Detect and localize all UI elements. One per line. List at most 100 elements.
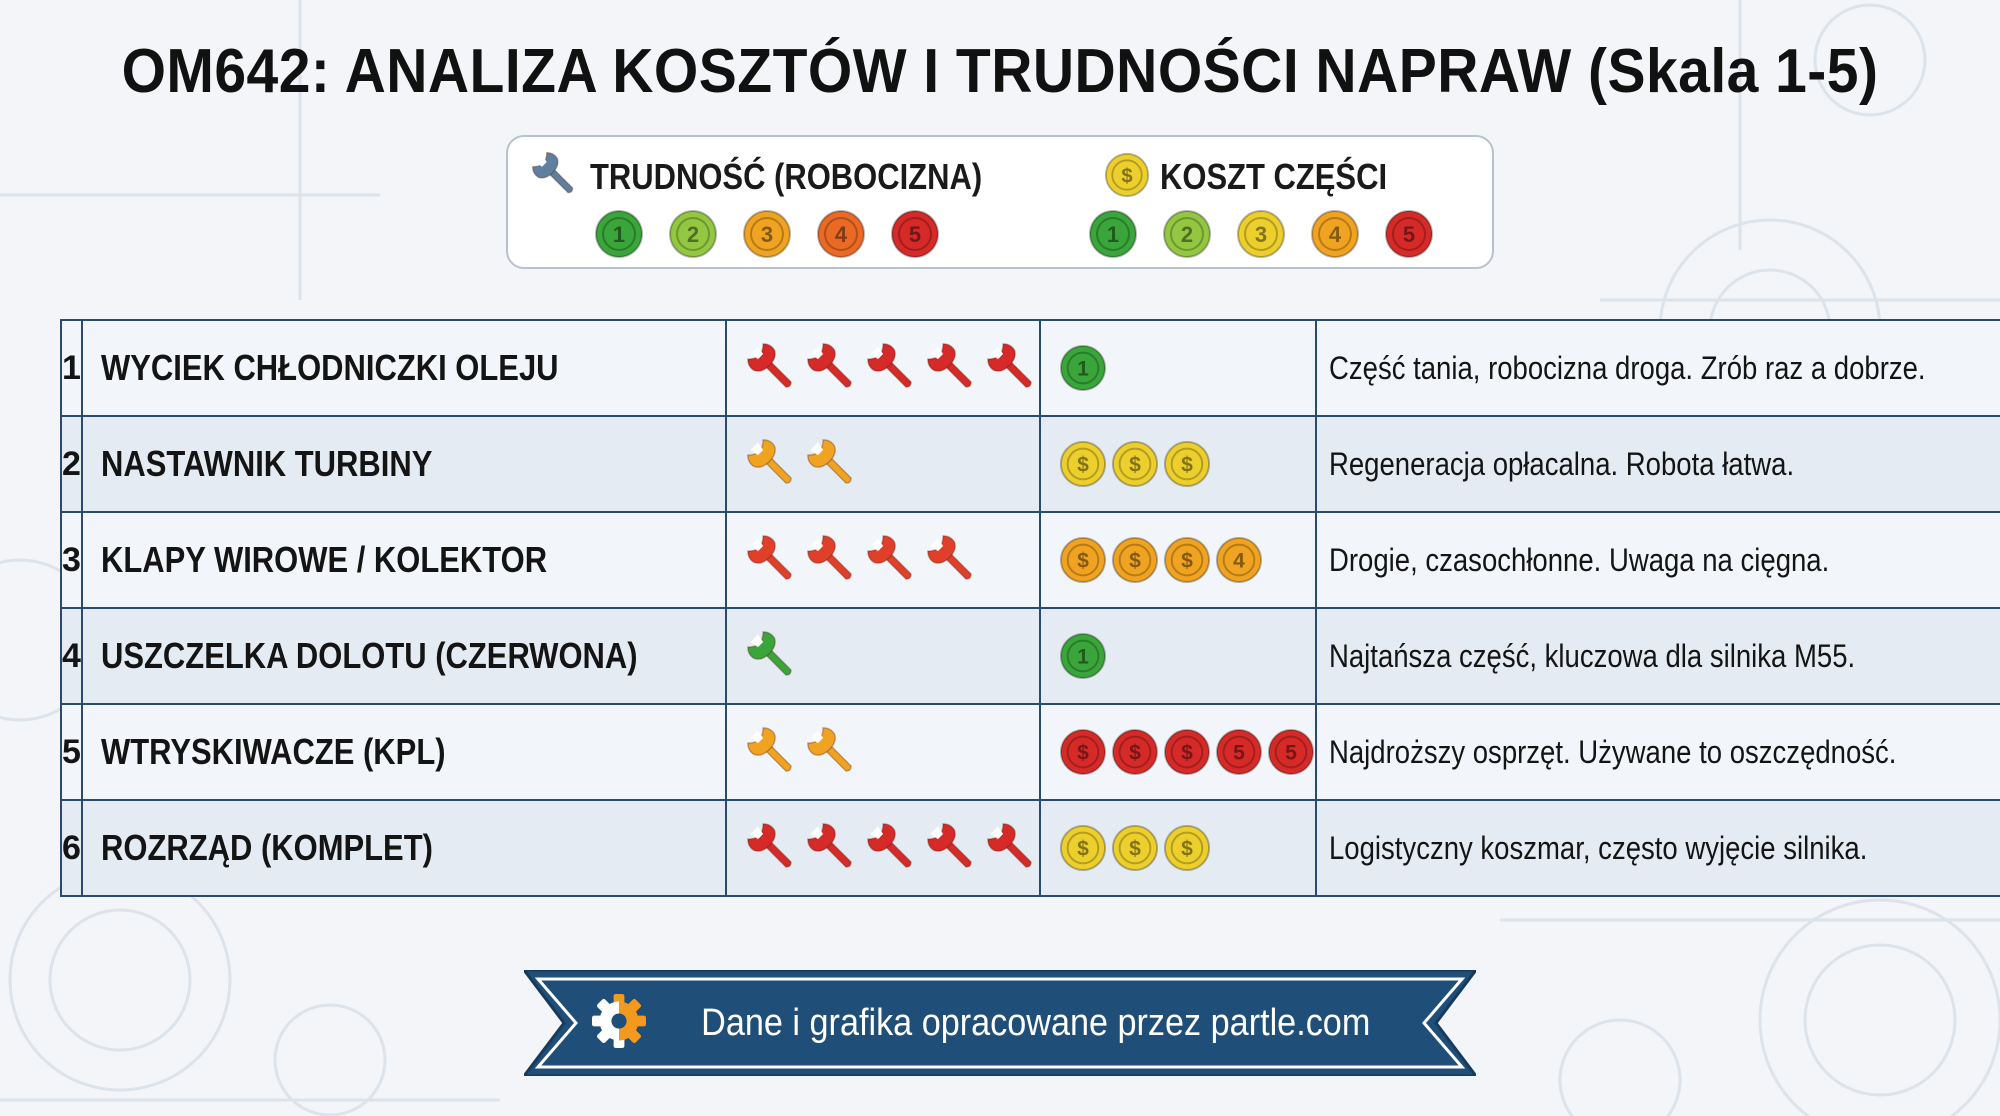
svg-text:5: 5 — [1285, 742, 1297, 765]
legend-cost-label: KOSZT CZĘŚCI — [1160, 156, 1388, 197]
svg-text:3: 3 — [761, 222, 773, 247]
footer-ribbon — [524, 970, 1476, 1076]
wrench-icon — [925, 531, 979, 589]
coin-icon: $ — [1163, 440, 1211, 488]
note-cell: Część tania, robocizna droga. Zrób raz a… — [1314, 319, 2000, 417]
wrench-icon — [745, 531, 799, 589]
repair-name: WTRYSKIWACZE (KPL) — [100, 731, 446, 772]
legend-cost-scale: 1 2 3 4 5 — [1088, 209, 1434, 259]
svg-text:$: $ — [1077, 742, 1089, 765]
page-title: OM642: ANALIZA KOSZTÓW I TRUDNOŚCI NAPRA… — [121, 37, 1879, 106]
legend-cost: $ KOSZT CZĘŚCI 1 2 3 4 5 — [1089, 151, 1434, 259]
coin-icon: $ — [1059, 824, 1107, 872]
cost-level-dot-2: 2 — [1162, 209, 1212, 259]
svg-text:2: 2 — [687, 222, 699, 247]
svg-text:1: 1 — [613, 222, 625, 247]
labor-rating-cell — [724, 607, 1041, 705]
table-row: 3 KLAPY WIROWE / KOLEKTOR $ $ $4 Drogie, czas… — [60, 511, 2000, 609]
row-number: 2 — [60, 415, 83, 513]
wrench-icon — [985, 819, 1039, 877]
repair-note: Regeneracja opłacalna. Robota łatwa. — [1328, 445, 1794, 482]
svg-text:1: 1 — [1077, 358, 1089, 381]
wrench-icon — [805, 339, 859, 397]
wrench-icon — [805, 435, 859, 493]
wrench-icon — [745, 723, 799, 781]
note-cell: Najdroższy osprzęt. Używane to oszczędno… — [1314, 703, 2000, 801]
svg-text:$: $ — [1181, 838, 1193, 861]
wrench-icon — [745, 819, 799, 877]
svg-text:1: 1 — [1107, 222, 1119, 247]
cost-level-dot-3: 3 — [1236, 209, 1286, 259]
svg-text:5: 5 — [909, 222, 921, 247]
repairs-table: 1 WYCIEK CHŁODNICZKI OLEJU 1 Część tania, r… — [60, 319, 2000, 897]
row-number: 3 — [60, 511, 83, 609]
coin-icon: 1 — [1059, 344, 1107, 392]
cost-rating-cell: 1 — [1038, 607, 1317, 705]
repair-note: Część tania, robocizna droga. Zrób raz a… — [1328, 349, 1926, 386]
table-row: 1 WYCIEK CHŁODNICZKI OLEJU 1 Część tania, r… — [60, 319, 2000, 417]
svg-text:5: 5 — [1403, 222, 1415, 247]
coin-icon: $ — [1111, 536, 1159, 584]
labor-rating-cell — [724, 511, 1041, 609]
svg-text:$: $ — [1121, 165, 1132, 187]
svg-text:4: 4 — [1329, 222, 1342, 247]
labor-level-dot-5: 5 — [890, 209, 940, 259]
svg-text:$: $ — [1129, 550, 1141, 573]
svg-text:$: $ — [1181, 454, 1193, 477]
cost-rating-cell: $ $ $5 5 — [1038, 703, 1317, 801]
coin-icon: 1 — [1059, 632, 1107, 680]
repair-name-cell: NASTAWNIK TURBINY — [80, 415, 727, 513]
svg-text:$: $ — [1077, 454, 1089, 477]
repair-name-cell: USZCZELKA DOLOTU (CZERWONA) — [80, 607, 727, 705]
labor-rating-cell — [724, 319, 1041, 417]
svg-text:$: $ — [1129, 838, 1141, 861]
coin-icon: 4 — [1215, 536, 1263, 584]
repair-name-cell: ROZRZĄD (KOMPLET) — [80, 799, 727, 897]
legend-labor-label: TRUDNOŚĆ (ROBOCIZNA) — [590, 156, 983, 197]
wrench-icon — [805, 723, 859, 781]
svg-text:3: 3 — [1255, 222, 1267, 247]
coin-icon: $ — [1163, 824, 1211, 872]
row-number: 5 — [60, 703, 83, 801]
labor-rating-cell — [724, 799, 1041, 897]
cost-rating-cell: 1 — [1038, 319, 1317, 417]
wrench-icon — [865, 531, 919, 589]
repair-note: Drogie, czasochłonne. Uwaga na cięgna. — [1328, 541, 1830, 578]
svg-text:$: $ — [1181, 550, 1193, 573]
svg-text:$: $ — [1129, 454, 1141, 477]
footer-banner: Dane i grafika opracowane przez partle.c… — [524, 970, 1476, 1076]
cost-rating-cell: $ $ $ — [1038, 415, 1317, 513]
table-row: 6 ROZRZĄD (KOMPLET) $ $ $ Logistyczny koszmar… — [60, 799, 2000, 897]
repair-name: NASTAWNIK TURBINY — [100, 443, 433, 484]
svg-text:1: 1 — [1077, 646, 1089, 669]
coin-icon: $ — [1059, 728, 1107, 776]
svg-text:$: $ — [1077, 838, 1089, 861]
legend-box: TRUDNOŚĆ (ROBOCIZNA) 1 2 3 4 5 $ KOSZT CZĘŚC… — [506, 135, 1494, 269]
coin-icon: $ — [1163, 728, 1211, 776]
repair-note: Logistyczny koszmar, często wyjęcie siln… — [1328, 829, 1868, 866]
repair-name: USZCZELKA DOLOTU (CZERWONA) — [100, 635, 638, 676]
wrench-icon — [925, 339, 979, 397]
row-number: 6 — [60, 799, 83, 897]
repair-note: Najdroższy osprzęt. Używane to oszczędno… — [1328, 733, 1897, 770]
cost-level-dot-5: 5 — [1384, 209, 1434, 259]
row-number: 4 — [60, 607, 83, 705]
wrench-icon — [805, 819, 859, 877]
footer-credit: Dane i grafika opracowane przez partle.c… — [701, 1001, 1371, 1044]
partle-gear-logo-icon — [592, 993, 647, 1053]
wrench-icon — [745, 627, 799, 685]
table-row: 4 USZCZELKA DOLOTU (CZERWONA) 1 Najtańsza c… — [60, 607, 2000, 705]
repair-name-cell: KLAPY WIROWE / KOLEKTOR — [80, 511, 727, 609]
legend-labor-scale: 1 2 3 4 5 — [594, 209, 1046, 259]
svg-text:2: 2 — [1181, 222, 1193, 247]
note-cell: Logistyczny koszmar, często wyjęcie siln… — [1314, 799, 2000, 897]
coin-icon: 5 — [1267, 728, 1315, 776]
note-cell: Regeneracja opłacalna. Robota łatwa. — [1314, 415, 2000, 513]
repair-name-cell: WTRYSKIWACZE (KPL) — [80, 703, 727, 801]
svg-text:5: 5 — [1233, 742, 1245, 765]
coin-icon: $ — [1111, 440, 1159, 488]
wrench-icon — [530, 150, 580, 205]
wrench-icon — [745, 435, 799, 493]
wrench-icon — [865, 819, 919, 877]
row-number: 1 — [60, 319, 83, 417]
